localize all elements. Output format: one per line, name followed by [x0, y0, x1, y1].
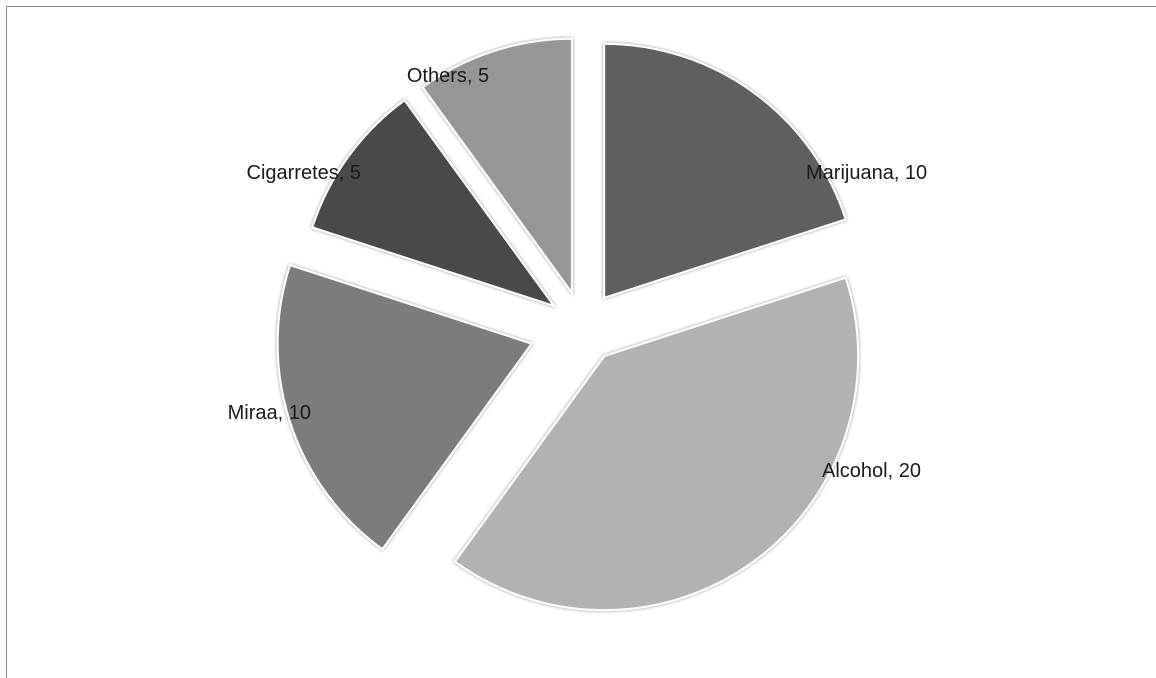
pie-slice-marijuana [603, 42, 847, 300]
slice-label-alcohol: Alcohol, 20 [822, 460, 921, 482]
pie-slice-alcohol [453, 276, 860, 612]
pie-chart: Marijuana, 10 Alcohol, 20 Miraa, 10 Ciga… [228, 37, 927, 612]
slice-label-miraa: Miraa, 10 [228, 402, 311, 424]
pie-slice-miraa [276, 263, 534, 551]
pie-slice-cigarretes [311, 98, 557, 308]
slice-label-marijuana: Marijuana, 10 [806, 162, 927, 184]
slice-label-cigarretes: Cigarretes, 5 [247, 162, 362, 184]
pie-slice-others [421, 37, 573, 296]
chart-area: Marijuana, 10 Alcohol, 20 Miraa, 10 Ciga… [6, 6, 1156, 678]
slice-label-others: Others, 5 [407, 65, 489, 87]
